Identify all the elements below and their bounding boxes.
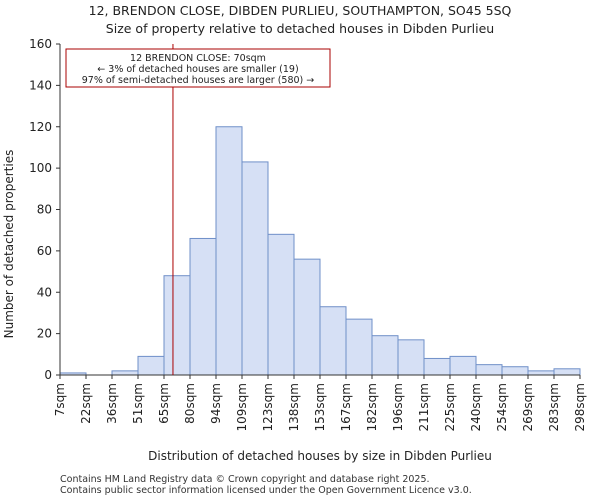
x-tick-label: 211sqm (417, 383, 431, 431)
histogram-bar (319, 306, 347, 376)
histogram-bar (527, 370, 555, 376)
y-tick-label: 160 (29, 37, 52, 51)
x-tick-label: 80sqm (183, 383, 197, 424)
x-tick-label: 123sqm (261, 383, 275, 431)
y-tick-label: 40 (37, 285, 52, 299)
x-tick-label: 298sqm (573, 383, 587, 431)
histogram-bar (423, 357, 451, 376)
x-tick-label: 225sqm (443, 383, 457, 431)
y-tick-label: 20 (37, 327, 52, 341)
x-tick-label: 196sqm (391, 383, 405, 431)
annotation-text: ← 3% of detached houses are smaller (19) (97, 64, 298, 75)
x-axis-label: Distribution of detached houses by size … (148, 449, 492, 463)
x-tick-label: 94sqm (209, 383, 223, 424)
footer-licence: Contains public sector information licen… (60, 485, 472, 496)
y-tick-label: 120 (29, 120, 52, 134)
chart-subtitle: Size of property relative to detached ho… (105, 21, 495, 36)
x-tick-label: 36sqm (105, 383, 119, 424)
annotation-text: 12 BRENDON CLOSE: 70sqm (130, 53, 266, 64)
y-tick-label: 100 (29, 161, 52, 175)
chart-title: 12, BRENDON CLOSE, DIBDEN PURLIEU, SOUTH… (88, 3, 512, 18)
x-tick-label: 254sqm (495, 383, 509, 431)
histogram-bar (501, 366, 529, 376)
x-tick-label: 7sqm (53, 383, 67, 416)
annotation-text: 97% of semi-detached houses are larger (… (82, 75, 315, 86)
y-axis-label: Number of detached properties (2, 150, 16, 339)
x-tick-label: 22sqm (79, 383, 93, 424)
x-tick-label: 153sqm (313, 383, 327, 431)
histogram-bar (371, 335, 399, 376)
y-tick-label: 0 (44, 368, 52, 382)
y-tick-label: 80 (37, 203, 52, 217)
x-tick-label: 167sqm (339, 383, 353, 431)
histogram-bar (241, 161, 269, 376)
histogram-bar (449, 355, 477, 376)
histogram-bar (215, 126, 243, 376)
x-tick-label: 51sqm (131, 383, 145, 424)
histogram-bar (553, 368, 581, 376)
histogram-bar (189, 237, 217, 376)
histogram-bar (293, 258, 321, 376)
x-tick-label: 269sqm (521, 383, 535, 431)
histogram-bar (111, 370, 139, 376)
x-tick-label: 283sqm (547, 383, 561, 431)
y-tick-label: 140 (29, 78, 52, 92)
histogram-bar (345, 318, 373, 376)
histogram-bar (163, 275, 191, 376)
histogram-bar (137, 355, 165, 376)
footer-copyright: Contains HM Land Registry data © Crown c… (60, 474, 430, 485)
x-tick-label: 109sqm (235, 383, 249, 431)
x-tick-label: 65sqm (157, 383, 171, 424)
histogram-bar (267, 233, 295, 376)
histogram-bar (397, 339, 425, 376)
x-tick-label: 240sqm (469, 383, 483, 431)
annotation-box (65, 48, 331, 88)
x-tick-label: 182sqm (365, 383, 379, 431)
histogram-bar (475, 364, 503, 376)
y-tick-label: 60 (37, 244, 52, 258)
x-tick-label: 138sqm (287, 383, 301, 431)
